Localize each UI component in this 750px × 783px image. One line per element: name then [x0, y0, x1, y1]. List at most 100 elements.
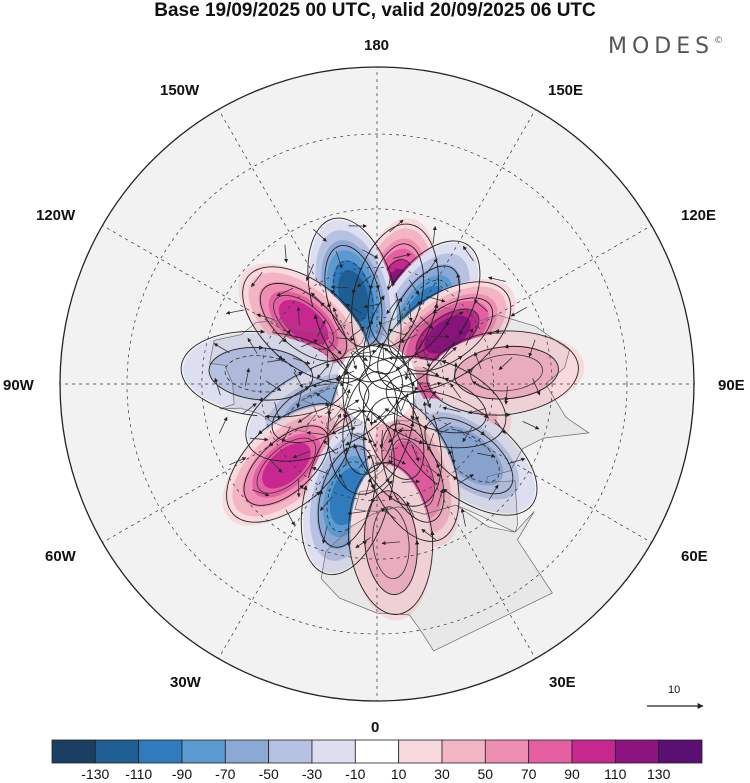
wind-arrow — [388, 356, 407, 361]
wind-arrow — [465, 328, 474, 346]
wind-arrow — [362, 249, 379, 259]
anomaly-contour-band — [424, 315, 471, 354]
latitude-circle — [201, 208, 553, 560]
wind-arrow — [374, 460, 394, 465]
wind-arrow — [358, 349, 377, 355]
wind-arrow — [347, 511, 366, 516]
wind-arrow — [336, 370, 355, 379]
colorbar-tick-label: 110 — [604, 766, 627, 782]
circulation-cell — [363, 396, 460, 542]
wind-arrow — [365, 478, 372, 497]
wind-arrow — [316, 364, 330, 379]
streamline — [245, 371, 339, 462]
streamline — [415, 359, 507, 449]
lon-label-120w: 120W — [36, 207, 76, 224]
colorbar-tick-label: -130 — [81, 766, 110, 782]
anomaly-contour-band — [262, 442, 311, 489]
anomaly-center-positive — [238, 263, 369, 382]
streamline — [243, 445, 305, 506]
streamline — [264, 332, 350, 419]
streamline — [208, 345, 264, 401]
circulation-cell — [180, 329, 350, 419]
meridian — [395, 394, 694, 601]
lon-label-90w: 90W — [3, 377, 34, 394]
wind-arrow — [401, 393, 409, 411]
wind-arrow — [335, 378, 353, 386]
wind-arrow — [335, 250, 343, 269]
meridian — [160, 402, 367, 701]
wind-arrow — [400, 334, 418, 343]
colorbar-tick-label: 70 — [520, 766, 537, 782]
streamline — [452, 434, 514, 495]
wind-arrow — [462, 245, 474, 262]
wind-arrow — [368, 430, 377, 448]
streamline — [268, 425, 330, 486]
wind-arrow — [321, 525, 328, 544]
streamline — [351, 286, 439, 375]
wind-arrow — [293, 371, 303, 389]
streamline — [353, 415, 443, 507]
latitude-circle — [126, 133, 628, 635]
wind-arrow — [422, 366, 440, 377]
wind-arrow — [350, 432, 368, 441]
wind-arrow — [281, 426, 291, 443]
wind-arrow — [338, 473, 348, 491]
streamline — [388, 462, 445, 523]
meridian — [60, 167, 359, 374]
wind-arrow — [269, 459, 283, 473]
wind-arrow — [395, 358, 411, 371]
wind-arrow — [456, 273, 461, 292]
colorbar-swatch — [224, 739, 270, 764]
wind-arrow — [373, 410, 387, 424]
wind-arrow — [241, 403, 257, 415]
colorbar-swatch — [398, 739, 443, 764]
wind-arrow — [344, 358, 354, 376]
streamline — [342, 345, 432, 437]
map-title: Base 19/09/2025 00 UTC, valid 20/09/2025… — [154, 0, 596, 21]
wind-arrow — [369, 407, 374, 426]
anomaly-isoline — [470, 354, 543, 392]
wind-arrow — [338, 426, 356, 434]
streamline — [454, 346, 510, 402]
streamlines — [180, 217, 579, 615]
wind-arrow — [336, 337, 355, 342]
wind-arrow — [400, 384, 419, 391]
streamline — [342, 418, 398, 475]
wind-arrow — [380, 508, 396, 520]
wind-arrow — [244, 368, 251, 387]
colorbar-swatch — [268, 739, 313, 764]
wind-arrow — [427, 296, 446, 303]
wind-arrow — [384, 347, 398, 361]
streamline — [276, 289, 371, 384]
wind-arrow — [386, 272, 392, 291]
colorbar-swatch — [138, 739, 183, 764]
streamline — [242, 266, 337, 360]
wind-arrow — [213, 343, 230, 354]
streamline — [271, 386, 332, 443]
streamline — [377, 299, 472, 393]
wind-arrow — [296, 306, 301, 326]
wind-arrow — [494, 418, 506, 434]
wind-arrow — [411, 444, 420, 462]
colorbar-tick-label: 10 — [390, 766, 407, 782]
wind-arrow — [425, 390, 437, 406]
wind-arrow — [473, 299, 488, 312]
wind-arrow — [274, 401, 281, 420]
wind-arrow — [381, 541, 400, 546]
wind-arrow — [422, 401, 427, 420]
wind-arrow — [437, 488, 444, 507]
wind-arrow — [219, 416, 228, 434]
wind-arrow — [278, 329, 291, 345]
circulation-cell — [358, 355, 507, 449]
wind-arrow — [389, 455, 406, 465]
wind-arrow — [276, 287, 294, 297]
streamline — [369, 243, 424, 301]
wind-arrow — [472, 381, 489, 391]
wind-arrow — [474, 351, 482, 370]
colorbar-swatch — [441, 739, 486, 764]
colorbar-swatch — [528, 739, 573, 764]
latitude-circle — [260, 267, 494, 501]
streamline — [367, 289, 423, 347]
wind-arrow — [378, 320, 389, 337]
